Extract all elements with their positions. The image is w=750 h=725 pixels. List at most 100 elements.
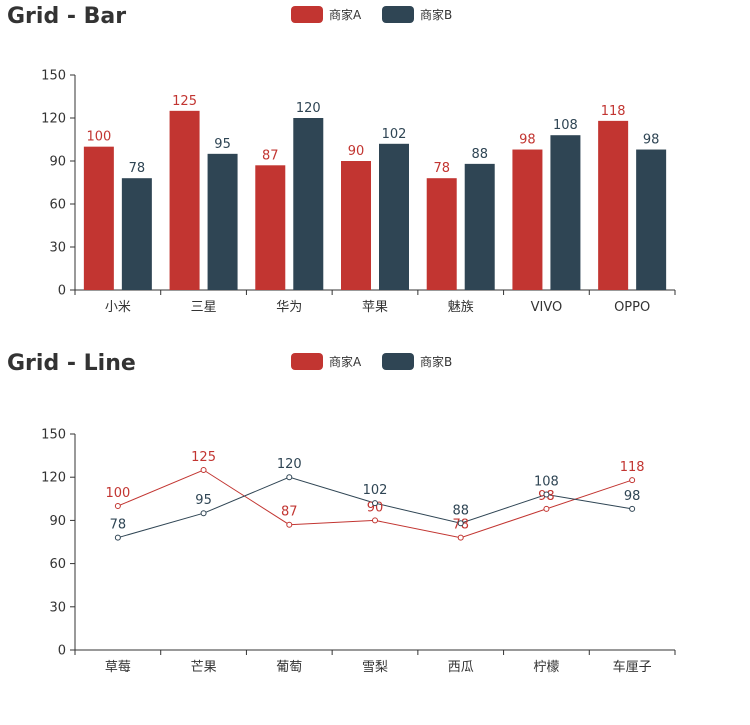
x-category-label: 西瓜	[448, 660, 474, 675]
bar-series-a[interactable]	[598, 120, 629, 290]
line-y-ticks: 0 30 60 90 120 150	[41, 428, 75, 659]
bar-series-b[interactable]	[121, 178, 152, 290]
y-tick-label: 30	[49, 241, 66, 256]
line-point-series-b[interactable]	[629, 505, 636, 512]
line-data-label: 118	[620, 460, 645, 475]
line-point-series-a[interactable]	[457, 534, 464, 541]
line-chart-title: Grid - Line	[7, 351, 136, 376]
bar-data-label: 118	[601, 104, 626, 119]
line-chart: Grid - Line 商家A 商家B 0 30 60 90 120 150 草莓 芒果 葡萄…	[7, 351, 676, 675]
line-data-label: 102	[363, 483, 388, 498]
x-category-label: VIVO	[531, 300, 563, 315]
line-point-series-b[interactable]	[200, 510, 207, 517]
bar-data-label: 125	[172, 94, 197, 109]
x-category-label: 葡萄	[276, 660, 302, 675]
line-data-label: 100	[105, 486, 130, 501]
bar-data-label: 120	[296, 101, 321, 116]
line-data-label: 120	[277, 457, 302, 472]
line-point-series-b[interactable]	[372, 500, 378, 507]
x-category-label: 雪梨	[362, 660, 388, 675]
line-data-label: 88	[452, 503, 469, 518]
y-tick-label: 120	[41, 112, 66, 127]
bar-data-label: 98	[643, 133, 660, 148]
x-category-label: 三星	[191, 300, 217, 315]
legend-item-series-b[interactable]: 商家B	[382, 6, 452, 23]
legend-swatch-line-series-a	[291, 353, 323, 370]
legend-swatch-series-b	[382, 6, 414, 23]
bar-data-label: 88	[471, 147, 488, 162]
bar-data-label: 108	[553, 118, 578, 133]
bar-series-a[interactable]	[169, 110, 200, 290]
bar-series-b[interactable]	[207, 153, 238, 290]
bar-series-a[interactable]	[255, 165, 286, 290]
y-tick-label: 150	[41, 69, 66, 84]
legend-item-line-series-b[interactable]: 商家B	[382, 353, 452, 370]
line-data-label: 78	[110, 518, 127, 533]
x-category-label: 草莓	[105, 660, 131, 675]
y-tick-label: 60	[49, 557, 66, 572]
legend-label-series-a: 商家A	[329, 7, 362, 22]
legend-label-series-b: 商家B	[420, 7, 452, 22]
y-tick-label: 150	[41, 428, 66, 443]
bar-data-label: 78	[433, 161, 450, 176]
line-data-label: 98	[624, 489, 641, 504]
bar-series-a[interactable]	[426, 178, 457, 290]
bar-series-a[interactable]	[83, 146, 114, 290]
bar-series-a[interactable]	[341, 161, 371, 290]
line-point-series-b[interactable]	[286, 474, 293, 481]
line-x-ticks: 草莓 芒果 葡萄 雪梨 西瓜 柠檬 车厘子	[74, 650, 676, 675]
bar-series-b[interactable]	[379, 143, 409, 290]
y-tick-label: 0	[58, 284, 66, 299]
y-tick-label: 60	[49, 198, 66, 213]
x-category-label: 魅族	[448, 299, 474, 315]
line-data-label: 125	[191, 450, 216, 465]
bar-data-label: 78	[129, 161, 146, 176]
bar-data-label: 98	[519, 133, 536, 148]
bar-data-label: 95	[214, 137, 231, 152]
legend-swatch-line-series-b	[382, 353, 414, 370]
line-point-series-b[interactable]	[114, 534, 121, 541]
y-tick-label: 0	[58, 644, 66, 659]
bar-chart: Grid - Bar 商家A 商家B 0 30 60 90 120 150 小米 三星 华为 苹…	[7, 4, 676, 315]
x-category-label: 小米	[105, 300, 131, 315]
line-data-label: 87	[281, 505, 298, 520]
bar-chart-title: Grid - Bar	[7, 4, 126, 29]
bar-data-label: 100	[86, 130, 111, 145]
line-data-label: 90	[367, 500, 384, 515]
line-point-series-a[interactable]	[286, 521, 293, 528]
bar-legend: 商家A 商家B	[291, 6, 452, 23]
x-category-label: 苹果	[362, 300, 388, 315]
y-tick-label: 120	[41, 471, 66, 486]
line-point-series-b[interactable]	[457, 520, 464, 527]
bar-series-b[interactable]	[464, 163, 495, 290]
line-point-series-a[interactable]	[200, 467, 207, 473]
bar-series-b[interactable]	[293, 118, 324, 290]
bar-data-label: 87	[262, 148, 279, 163]
legend-item-line-series-a[interactable]: 商家A	[291, 353, 362, 370]
y-tick-label: 30	[49, 600, 66, 615]
legend-item-series-a[interactable]: 商家A	[291, 6, 362, 23]
line-data-label: 108	[534, 474, 559, 489]
bar-y-ticks: 0 30 60 90 120 150	[41, 69, 75, 299]
legend-label-line-series-b: 商家B	[420, 354, 452, 369]
line-point-series-a[interactable]	[372, 517, 378, 524]
line-point-series-b[interactable]	[543, 491, 550, 498]
line-point-series-a[interactable]	[114, 503, 121, 509]
x-category-label: OPPO	[614, 300, 650, 315]
line-data-label: 95	[195, 493, 212, 508]
bar-x-ticks: 小米 三星 华为 苹果 魅族 VIVO OPPO	[74, 290, 676, 315]
bar-series-b[interactable]	[636, 149, 667, 290]
x-category-label: 车厘子	[613, 659, 652, 675]
line-legend: 商家A 商家B	[291, 353, 452, 370]
line-point-series-a[interactable]	[629, 477, 636, 484]
bar-marks: 100 125 87 90 78 98 118 78 95 120 102 88 108 98	[83, 94, 667, 290]
legend-swatch-series-a	[291, 6, 323, 23]
line-point-series-a[interactable]	[543, 505, 550, 512]
bar-series-a[interactable]	[512, 149, 543, 290]
bar-data-label: 102	[382, 127, 407, 142]
bar-data-label: 90	[348, 144, 365, 159]
bar-series-b[interactable]	[550, 135, 581, 290]
y-tick-label: 90	[49, 514, 66, 529]
